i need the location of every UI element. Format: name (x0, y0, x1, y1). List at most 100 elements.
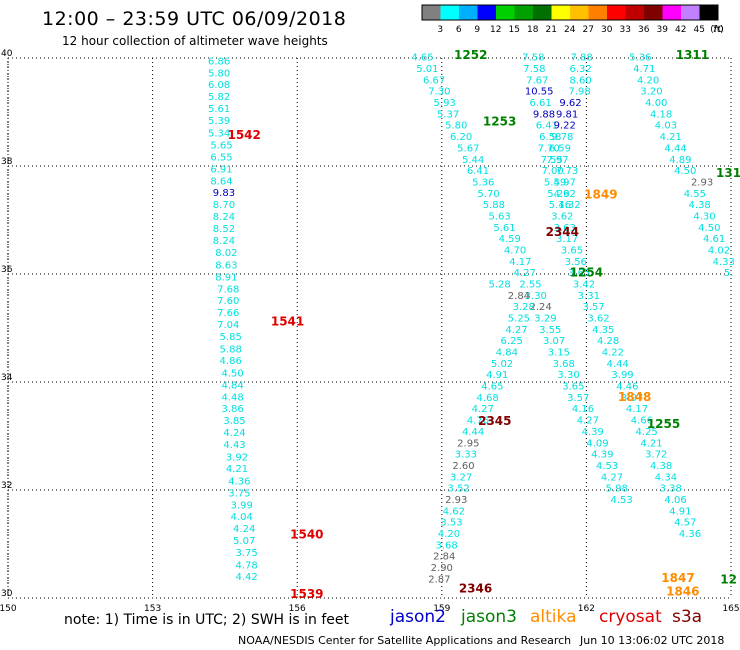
wave-height-value: 3.92 (226, 452, 248, 463)
wave-height-value: 7.00 (542, 166, 564, 177)
wave-height-value: 4.86 (220, 356, 242, 367)
wave-height-value: 5.01 (416, 64, 438, 75)
wave-height-value: 5.28 (489, 280, 511, 291)
wave-height-value: 4.16 (572, 404, 594, 415)
x-tick-label: 159 (433, 604, 450, 614)
wave-height-value: 3.33 (455, 450, 477, 461)
pass-time-label: 2344 (546, 225, 579, 239)
pass-time-label: 1539 (290, 587, 323, 601)
wave-height-value: 3.75 (235, 548, 257, 559)
wave-height-value: 7.55 (541, 155, 563, 166)
wave-height-value: 4.44 (462, 427, 484, 438)
legend-label: 9 (474, 25, 480, 35)
wave-height-value: 5.36 (472, 177, 494, 188)
wave-height-value: 4.18 (650, 109, 672, 120)
wave-height-value: 2.84 (508, 291, 530, 302)
y-tick-label: 34 (1, 373, 13, 383)
pass-time-label: 1253 (483, 115, 516, 129)
wave-height-value: 4.02 (708, 245, 730, 256)
wave-height-value: 5.65 (210, 141, 232, 152)
wave-height-value: 4.38 (650, 461, 672, 472)
wave-height-value: 4.17 (509, 257, 531, 268)
footer-note: note: 1) Time is in UTC; 2) SWH is in fe… (64, 612, 350, 628)
wave-height-value: 3.07 (543, 336, 565, 347)
legend-swatch (459, 5, 478, 20)
wave-height-value: 5.70 (477, 189, 499, 200)
wave-height-value: 4.00 (645, 98, 667, 109)
wave-height-value: 4.39 (582, 427, 604, 438)
legend-swatch (681, 5, 700, 20)
wave-height-value: 3.15 (548, 348, 570, 359)
wave-height-value: 4.66 (631, 416, 653, 427)
wave-height-value: 4.42 (235, 572, 257, 583)
wave-height-value: 6.58 (539, 132, 561, 143)
footer-credit: NOAA/NESDIS Center for Satellite Applica… (238, 634, 572, 647)
wave-height-value: 5.61 (208, 104, 230, 115)
wave-height-value: 2.60 (452, 461, 474, 472)
wave-height-value: 8.60 (569, 75, 591, 86)
legend-label: 12 (490, 25, 501, 35)
wave-height-value: 8.02 (215, 248, 237, 259)
wave-height-value: 7.97 (546, 155, 568, 166)
wave-height-value: 4.91 (669, 506, 691, 517)
wave-height-value: 6.08 (208, 80, 230, 91)
wave-height-value: 2.55 (519, 280, 541, 291)
wave-height-value: 4.27 (577, 416, 599, 427)
pass-time-label: 131 (716, 166, 740, 180)
wave-height-value: 5.80 (445, 121, 467, 132)
legend-swatch (644, 5, 663, 20)
wave-height-value: 3.38 (660, 484, 682, 495)
wave-height-value: 7.70 (538, 143, 560, 154)
wave-height-value: 6.20 (450, 132, 472, 143)
x-tick-label: 150 (0, 604, 17, 614)
wave-height-value: 3.30 (525, 291, 547, 302)
legend-swatch (440, 5, 459, 20)
wave-height-value: 3.52 (448, 484, 470, 495)
wave-height-value: 4.17 (626, 404, 648, 415)
wave-height-value: 7.04 (217, 320, 239, 331)
wave-height-value: 7.60 (217, 296, 239, 307)
wave-height-value: 5.37 (437, 109, 459, 120)
wave-height-value: 4.03 (655, 121, 677, 132)
wave-height-value: 2.24 (529, 302, 551, 313)
wave-height-value: 3.62 (587, 314, 609, 325)
wave-height-value: 4.65 (481, 382, 503, 393)
wave-height-value: 3.57 (582, 302, 604, 313)
axis-ticks: 150 153 156 159 162 165 30 32 34 36 38 40 (0, 49, 740, 614)
y-tick-label: 40 (1, 49, 13, 59)
pass-time-labels: 1539 1540 1541 1542 1252 1253 1254 1255 1311 131 1… (227, 48, 740, 601)
wave-height-value: 7.58 (523, 64, 545, 75)
pass-time-label: 1846 (666, 584, 699, 598)
wave-height-value: 2.93 (691, 177, 713, 188)
wave-height-value: 4.62 (554, 189, 576, 200)
wave-height-value: 3.27 (450, 472, 472, 483)
wave-height-value: 4.46 (616, 382, 638, 393)
wave-height-value: 6.55 (210, 153, 232, 164)
wave-height-value: 4.22 (602, 348, 624, 359)
wave-height-value: 4.28 (597, 336, 619, 347)
wave-height-value: 3.85 (223, 416, 245, 427)
wave-height-value: 8.24 (213, 236, 235, 247)
wave-height-value: 4.84 (496, 348, 518, 359)
wave-height-value: 4.27 (505, 325, 527, 336)
wave-height-value: 8.63 (215, 261, 237, 272)
wave-height-value: 9.22 (554, 121, 576, 132)
wave-height-value: 4.59 (499, 234, 521, 245)
wave-height-value: 4.27 (472, 404, 494, 415)
wave-height-value: 4.21 (640, 438, 662, 449)
pass-time-label: 1849 (584, 187, 617, 201)
wave-height-value: 3.65 (561, 245, 583, 256)
legend-label: 3 (437, 25, 443, 35)
wave-height-value: 4.97 (554, 177, 576, 188)
legend-altika: altika (530, 607, 577, 627)
wave-height-value: 4.53 (610, 495, 632, 506)
wave-height-value: 4.70 (504, 245, 526, 256)
wave-height-value: 3.42 (573, 280, 595, 291)
legend-label: 21 (546, 25, 557, 35)
wave-height-value: 5.61 (493, 223, 515, 234)
wave-height-value: 5.34 (208, 128, 230, 139)
wave-height-value: 8.91 (215, 272, 237, 283)
y-tick-label: 30 (1, 589, 13, 599)
wave-height-value: 4.44 (607, 359, 629, 370)
pass-time-label: 1254 (570, 266, 603, 280)
